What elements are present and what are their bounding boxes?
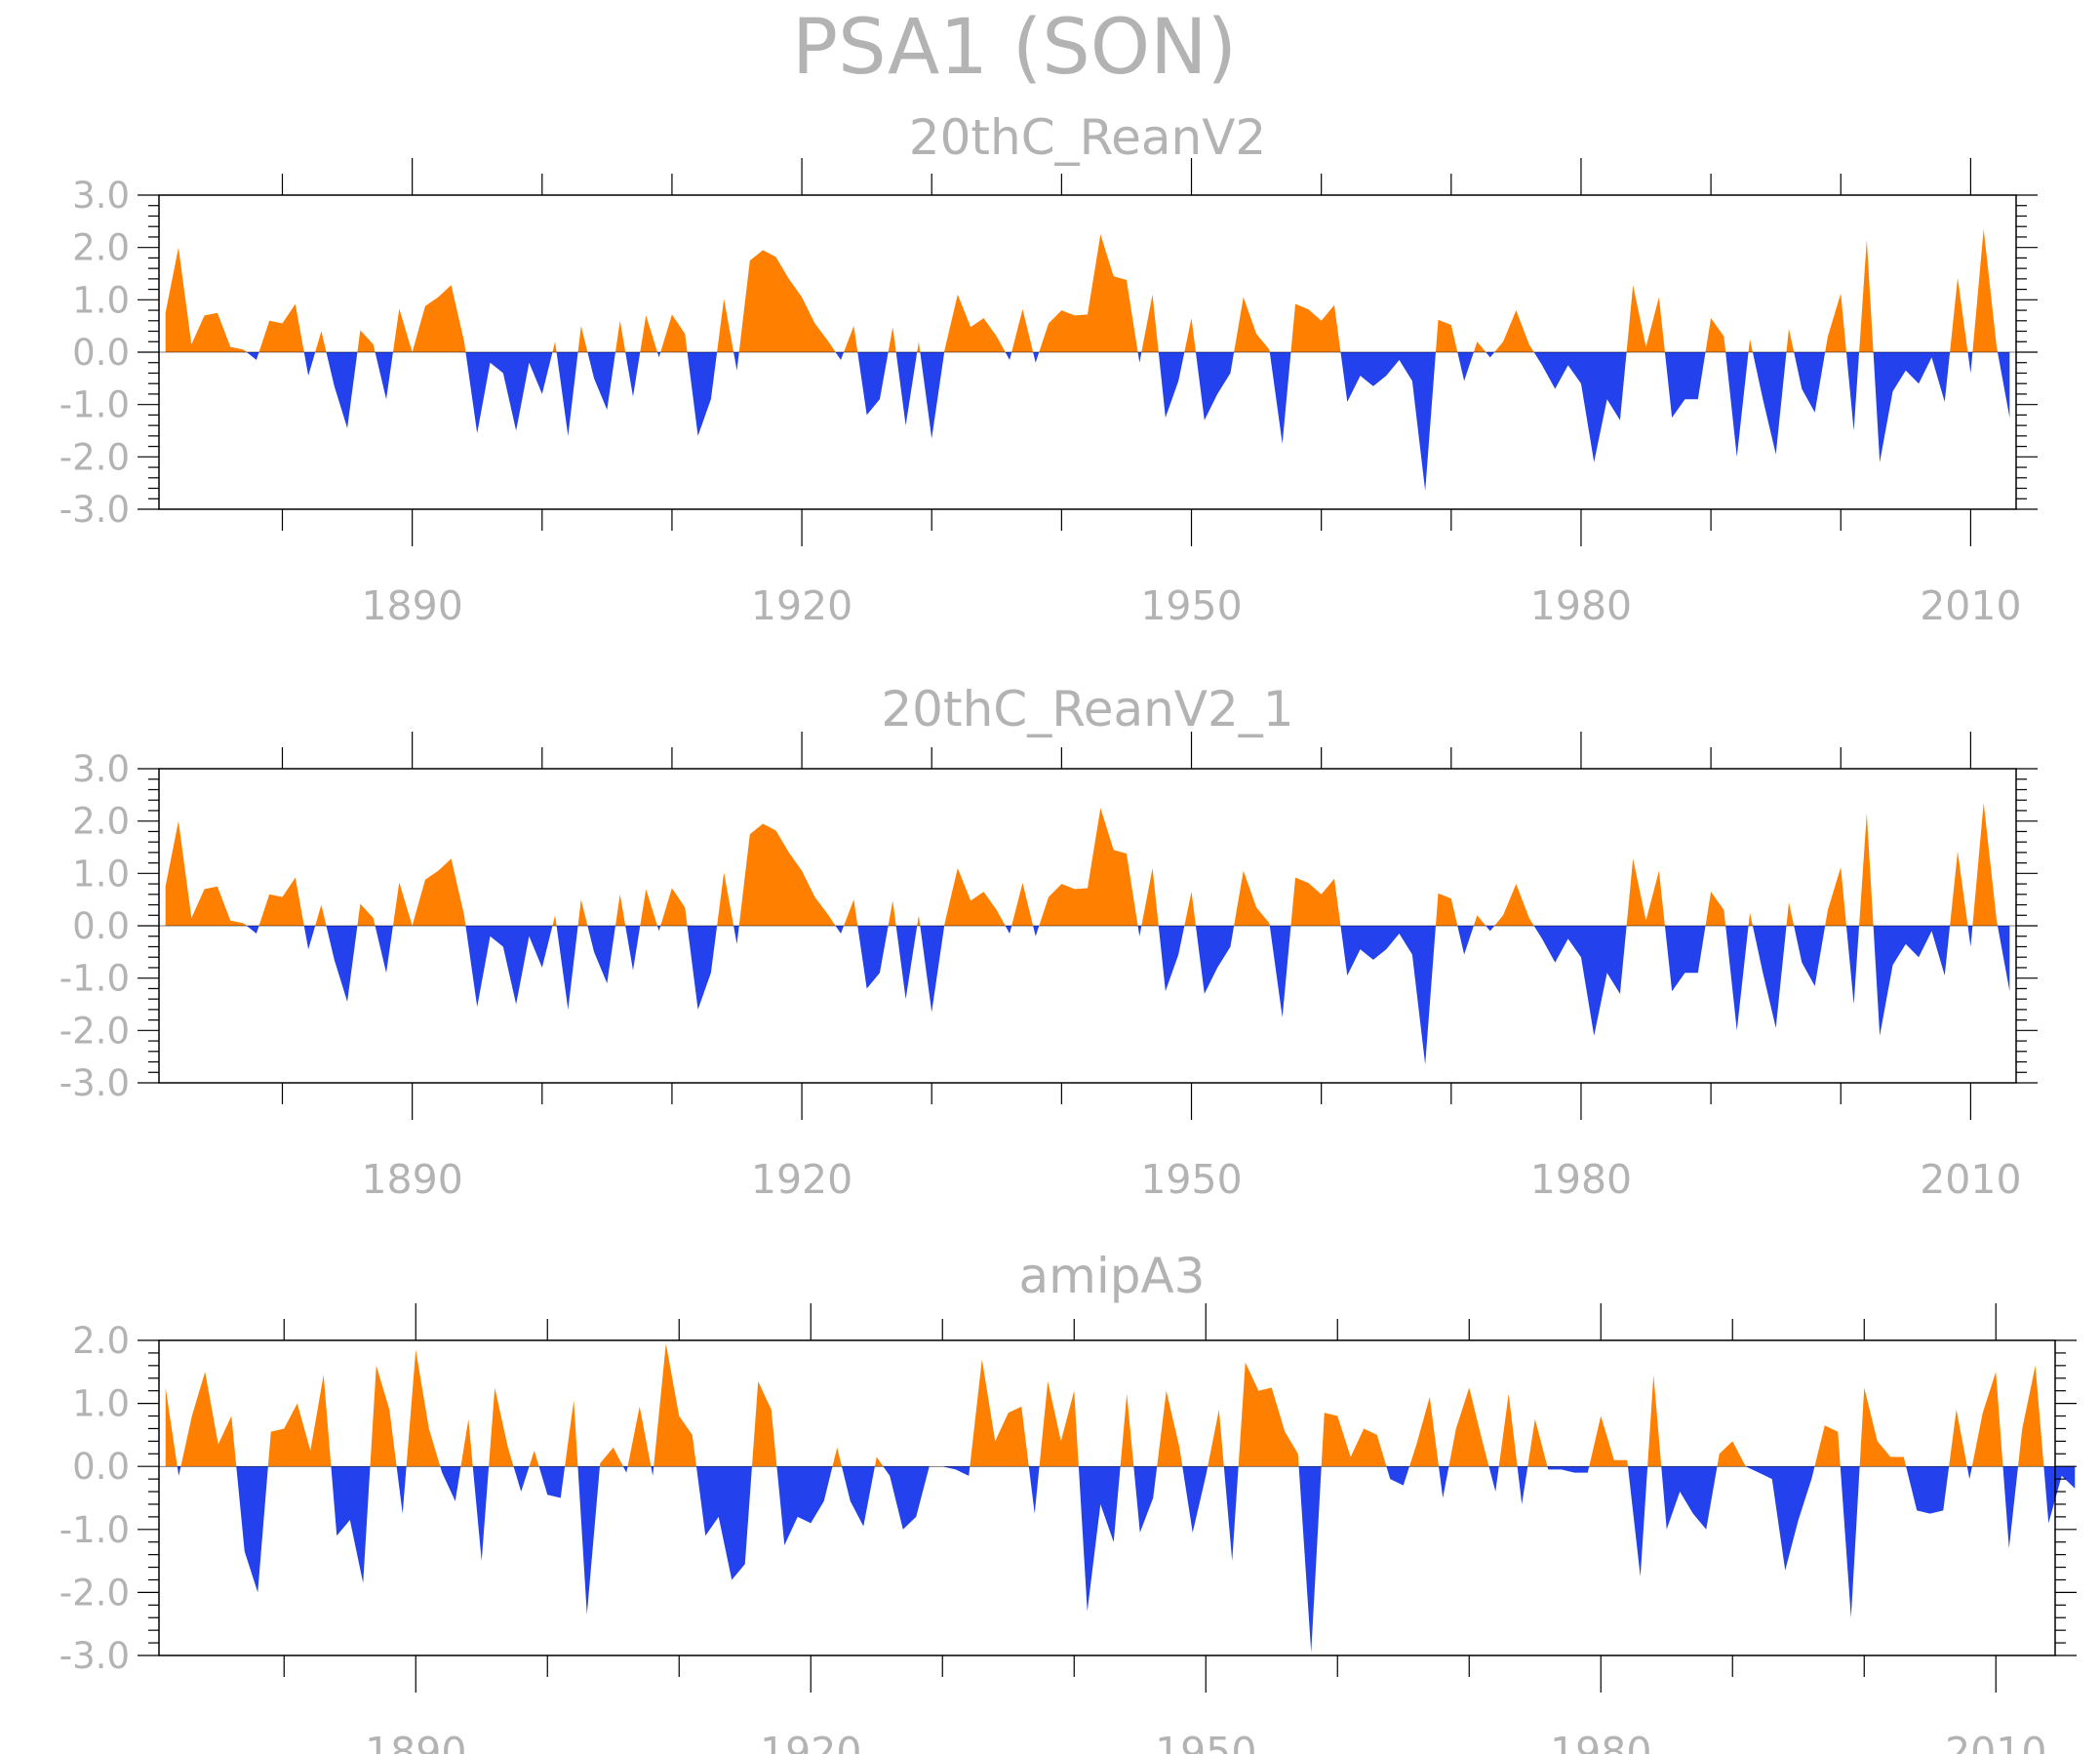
x-tick-label: 2010 (1920, 1156, 2021, 1203)
x-tick-label: 1980 (1550, 1729, 1651, 1754)
y-tick-label: 2.0 (72, 801, 130, 843)
x-tick-label: 1950 (1140, 1156, 1242, 1203)
x-tick-label: 1920 (751, 1156, 852, 1203)
x-tick-label: 2010 (1920, 582, 2021, 629)
y-tick-label: -2.0 (59, 436, 130, 478)
negative-area (177, 1466, 2076, 1653)
x-tick-label: 1980 (1530, 582, 1632, 629)
x-tick-label: 1890 (361, 1156, 462, 1203)
y-tick-label: 0.0 (72, 1446, 130, 1488)
y-tick-label: 1.0 (72, 1383, 130, 1425)
x-tick-label: 2010 (1945, 1729, 2046, 1754)
y-tick-label: 3.0 (72, 175, 130, 217)
y-tick-label: 0.0 (72, 332, 130, 374)
plot-frame (158, 1339, 2056, 1656)
negative-area (246, 926, 2010, 1065)
negative-area (246, 352, 2010, 492)
panel-title: 20thC_ReanV2 (909, 109, 1266, 166)
y-tick-label: -2.0 (59, 1572, 130, 1614)
positive-area (165, 1343, 2044, 1467)
y-tick-label: -1.0 (59, 1509, 130, 1551)
x-tick-label: 1950 (1155, 1729, 1256, 1754)
x-tick-label: 1890 (365, 1729, 466, 1754)
panel-title: 20thC_ReanV2_1 (881, 681, 1293, 737)
panel-title: amipA3 (1019, 1248, 1206, 1304)
y-tick-label: -1.0 (59, 958, 130, 1000)
positive-area (165, 802, 1999, 926)
y-tick-label: -2.0 (59, 1010, 130, 1052)
x-tick-label: 1950 (1140, 582, 1242, 629)
y-tick-label: -3.0 (59, 489, 130, 531)
positive-area (165, 228, 1999, 352)
y-tick-label: 0.0 (72, 905, 130, 947)
y-tick-label: 3.0 (72, 748, 130, 790)
x-tick-label: 1890 (361, 582, 462, 629)
x-tick-label: 1920 (760, 1729, 861, 1754)
y-tick-label: -3.0 (59, 1635, 130, 1677)
y-tick-label: -1.0 (59, 384, 130, 426)
y-tick-label: 2.0 (72, 227, 130, 269)
y-tick-label: -3.0 (59, 1062, 130, 1104)
x-tick-label: 1980 (1530, 1156, 1632, 1203)
y-tick-label: 1.0 (72, 279, 130, 321)
panel-20thc-reanv2-1: 20thC_ReanV2_1 3.0 2.0 1.0 0.0 -1.0 -2.0 -3.0 1… (59, 681, 2038, 1203)
x-tick-label: 1920 (751, 582, 852, 629)
figure-title: PSA1 (SON) (792, 4, 1237, 92)
panel-amipa3: amipA3 2.0 1.0 0.0 -1.0 -2.0 -3.0 1890 1920 1950… (59, 1248, 2077, 1754)
panel-20thc-reanv2: 20thC_ReanV2 3.0 2.0 1.0 0.0 -1.0 -2.0 -3.0 189… (59, 109, 2038, 629)
y-tick-label: 2.0 (72, 1320, 130, 1362)
y-tick-label: 1.0 (72, 853, 130, 895)
